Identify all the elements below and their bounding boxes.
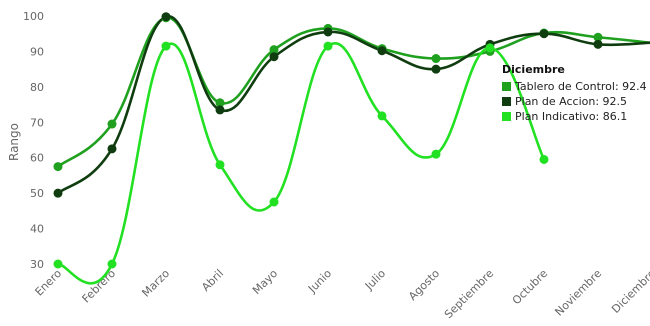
series-point bbox=[53, 188, 63, 198]
x-axis-ticks: Enero Febrero Marzo Abril Mayo Junio Julio Agos… bbox=[33, 267, 650, 321]
tooltip-swatch-plan-indicativo bbox=[502, 112, 511, 121]
tooltip-title: Diciembre bbox=[502, 63, 565, 76]
series-point bbox=[377, 111, 387, 121]
y-tick-label: 70 bbox=[30, 116, 44, 129]
series-point bbox=[215, 160, 225, 170]
y-tick-label: 60 bbox=[30, 152, 44, 165]
series-point bbox=[107, 119, 117, 129]
x-tick-label: Octubre bbox=[510, 267, 550, 307]
x-tick-label: Noviembre bbox=[552, 267, 604, 319]
series-point bbox=[53, 162, 63, 172]
x-tick-label: Mayo bbox=[250, 267, 280, 297]
tooltip-item-tablero: Tablero de Control: 92.4 bbox=[514, 80, 647, 93]
series-point bbox=[431, 64, 441, 74]
series-point bbox=[323, 41, 333, 51]
series-points bbox=[53, 12, 603, 269]
x-tick-label: Diciembre bbox=[609, 267, 650, 316]
series-point bbox=[107, 144, 117, 154]
x-tick-label: Abril bbox=[199, 267, 226, 294]
series-point bbox=[593, 32, 603, 42]
x-tick-label: Julio bbox=[362, 267, 388, 293]
x-tick-label: Junio bbox=[305, 267, 334, 296]
series-point bbox=[107, 259, 117, 269]
series-point bbox=[377, 46, 387, 56]
y-axis-title: Rango bbox=[7, 123, 21, 161]
series-point bbox=[161, 41, 171, 51]
series-point bbox=[269, 197, 279, 207]
x-tick-label: Febrero bbox=[80, 267, 119, 306]
tooltip: Diciembre Tablero de Control: 92.4 Plan … bbox=[502, 63, 647, 123]
tooltip-swatch-plan-accion bbox=[502, 97, 511, 106]
series-point bbox=[161, 12, 171, 22]
series-point bbox=[431, 54, 441, 64]
y-axis-ticks: 30 40 50 60 70 80 90 100 bbox=[23, 10, 44, 271]
series-lines bbox=[56, 15, 650, 285]
series-point bbox=[323, 27, 333, 37]
x-tick-label: Enero bbox=[33, 267, 65, 299]
tooltip-item-plan-indicativo: Plan Indicativo: 86.1 bbox=[515, 110, 627, 123]
series-point bbox=[593, 39, 603, 49]
series-point bbox=[431, 149, 441, 159]
x-tick-label: Septiembre bbox=[442, 267, 496, 321]
x-tick-label: Marzo bbox=[139, 267, 172, 300]
y-tick-label: 40 bbox=[30, 223, 44, 236]
series-point bbox=[269, 45, 279, 55]
series-point bbox=[53, 259, 63, 269]
y-axis-title-group: Rango bbox=[7, 123, 21, 161]
series-point bbox=[485, 43, 495, 53]
y-tick-label: 100 bbox=[23, 10, 44, 23]
tooltip-swatch-tablero bbox=[502, 82, 511, 91]
series-point bbox=[539, 154, 549, 164]
y-tick-label: 80 bbox=[30, 81, 44, 94]
series-point bbox=[215, 105, 225, 115]
series-line bbox=[56, 42, 546, 285]
series-point bbox=[215, 98, 225, 108]
y-tick-label: 30 bbox=[30, 258, 44, 271]
y-tick-label: 90 bbox=[30, 45, 44, 58]
tooltip-item-plan-accion: Plan de Accion: 92.5 bbox=[515, 95, 627, 108]
series-point bbox=[269, 52, 279, 62]
x-tick-label: Agosto bbox=[406, 267, 442, 303]
series-point bbox=[539, 29, 549, 39]
y-tick-label: 50 bbox=[30, 187, 44, 200]
